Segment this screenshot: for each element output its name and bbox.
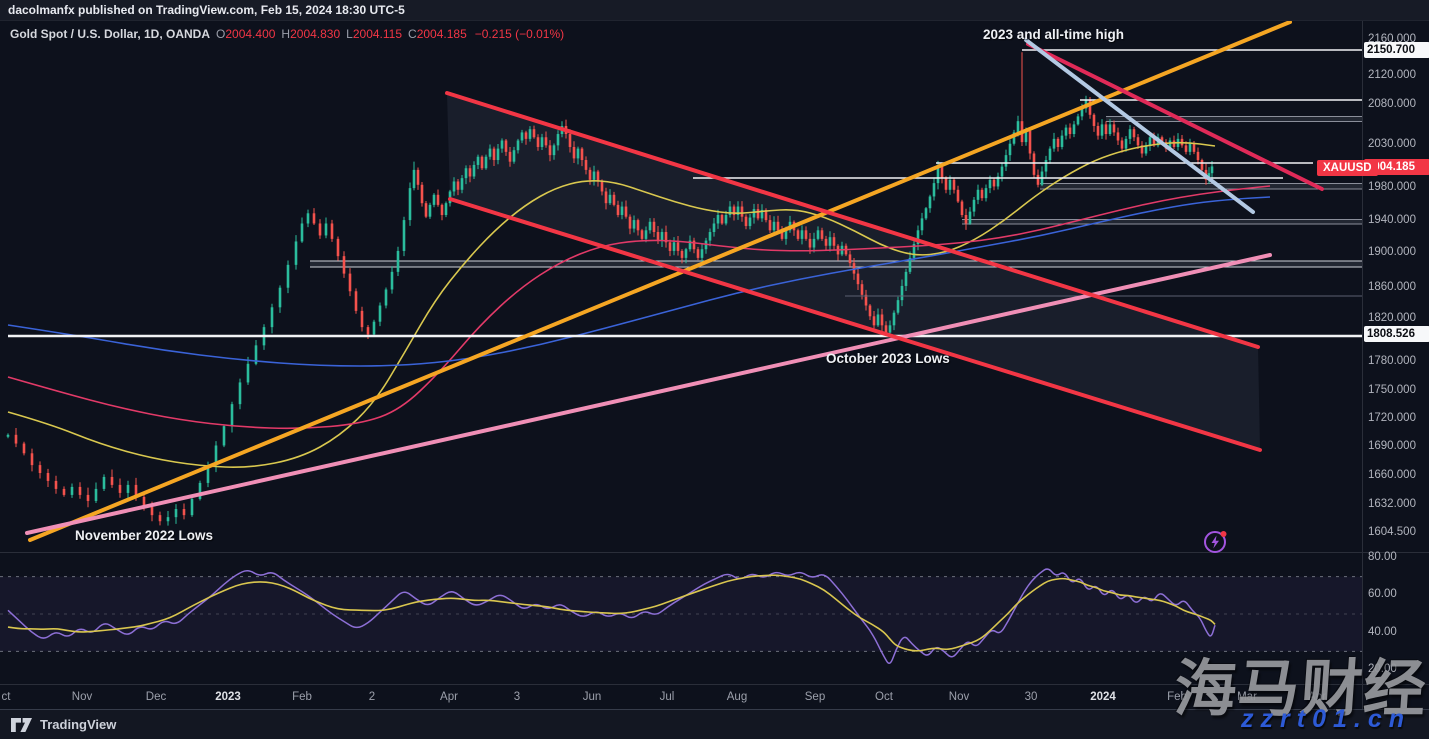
- price-tick: 1750.000: [1368, 384, 1416, 396]
- close-value: 2004.185: [416, 27, 467, 41]
- high-value: 2004.830: [290, 27, 341, 41]
- time-tick: Apr: [1308, 691, 1326, 703]
- publish-line-text: dacolmanfx published on TradingView.com,…: [8, 3, 405, 17]
- time-tick: Dec: [145, 691, 167, 703]
- descending-trendline-steel: [1024, 38, 1255, 214]
- publish-header: dacolmanfx published on TradingView.com,…: [0, 0, 1429, 21]
- change-value: −0.215 (−0.01%): [474, 27, 565, 41]
- rsi-tick: 80.00: [1368, 551, 1397, 563]
- price-tick: 1940.000: [1368, 214, 1416, 226]
- high-label: H: [281, 27, 291, 41]
- time-tick: Apr: [440, 691, 458, 703]
- chart-annotation[interactable]: 2023 and all-time high: [983, 27, 1125, 42]
- price-tick: 1660.000: [1368, 469, 1416, 481]
- open-label: O: [216, 27, 226, 41]
- price-level-label: 2150.700: [1364, 42, 1429, 58]
- rsi-tick: 60.00: [1368, 588, 1397, 601]
- time-tick: 30: [1024, 691, 1038, 703]
- price-tick: 1820.000: [1368, 312, 1416, 324]
- descending-trendline-crimson: [1026, 42, 1324, 191]
- time-tick: Jun: [582, 691, 602, 703]
- time-tick: 2024: [1090, 691, 1116, 703]
- price-tick: 1980.000: [1368, 181, 1416, 193]
- low-label: L: [346, 27, 353, 41]
- price-tick: 1780.000: [1368, 355, 1416, 367]
- ascending-trendline-orange: [28, 20, 1292, 542]
- lightning-circle-icon: [1204, 531, 1227, 553]
- rsi-ma-line: [7, 574, 1216, 652]
- time-tick: ct: [1, 691, 11, 703]
- price-tick: 2030.000: [1368, 138, 1416, 150]
- time-tick: Feb: [1167, 691, 1187, 703]
- close-label: C: [408, 27, 417, 41]
- time-tick: Sep: [804, 691, 826, 703]
- ascending-trendline-pink: [25, 253, 1272, 535]
- time-tick: 2: [368, 691, 376, 703]
- current-price-label: 2004.185: [1364, 159, 1429, 175]
- ideas-flash-icon[interactable]: [1202, 527, 1230, 555]
- chart-annotation[interactable]: October 2023 Lows: [826, 351, 950, 366]
- price-level-label: 1808.526: [1364, 326, 1429, 342]
- low-value: 2004.115: [352, 27, 403, 41]
- chart-annotation[interactable]: November 2022 Lows: [75, 528, 214, 543]
- support-resistance-zone: [1106, 116, 1362, 122]
- symbol-price-tag: XAUUSD: [1317, 160, 1378, 176]
- price-tick: 1604.500: [1368, 526, 1416, 538]
- price-tick: 2120.000: [1368, 69, 1416, 81]
- price-tick: 1690.000: [1368, 440, 1416, 452]
- time-tick: Nov: [948, 691, 970, 703]
- support-resistance-zone: [1040, 183, 1362, 189]
- symbol-legend[interactable]: Gold Spot / U.S. Dollar, 1D, OANDA O2004.…: [10, 27, 564, 41]
- rsi-tick: 20.00: [1368, 663, 1397, 675]
- price-tick: 2080.000: [1368, 98, 1416, 110]
- support-resistance-zone: [962, 219, 1362, 224]
- tradingview-logo-icon[interactable]: [10, 717, 33, 733]
- ma-fast-yellow: [7, 141, 1216, 468]
- open-value: 2004.400: [225, 27, 276, 41]
- rsi-line: [7, 568, 1216, 665]
- time-tick: Feb: [292, 691, 312, 703]
- price-tick: 1720.000: [1368, 412, 1416, 424]
- time-tick: Nov: [71, 691, 93, 703]
- tradingview-brand-text[interactable]: TradingView: [40, 717, 117, 732]
- descending-channel-lower-red: [448, 197, 1262, 452]
- support-resistance-zone: [310, 261, 1362, 267]
- time-tick: Oct: [875, 691, 893, 703]
- rsi-tick: 40.00: [1368, 625, 1397, 638]
- time-tick: Mar: [1237, 691, 1257, 703]
- price-tick: 1900.000: [1368, 246, 1416, 258]
- time-tick: Jul: [659, 691, 675, 703]
- attribution-bar: TradingView: [0, 709, 1429, 739]
- time-tick: 2023: [215, 691, 241, 703]
- ma-slow-blue: [7, 196, 1271, 367]
- descending-channel-upper-red: [445, 91, 1260, 349]
- watermark-url: zzrt01.cn: [1241, 705, 1411, 733]
- price-tick: 1632.000: [1368, 498, 1416, 510]
- price-tick: 1860.000: [1368, 281, 1416, 293]
- time-tick: Aug: [726, 691, 748, 703]
- time-tick: 3: [513, 691, 521, 703]
- symbol-title: Gold Spot / U.S. Dollar, 1D, OANDA: [10, 27, 211, 41]
